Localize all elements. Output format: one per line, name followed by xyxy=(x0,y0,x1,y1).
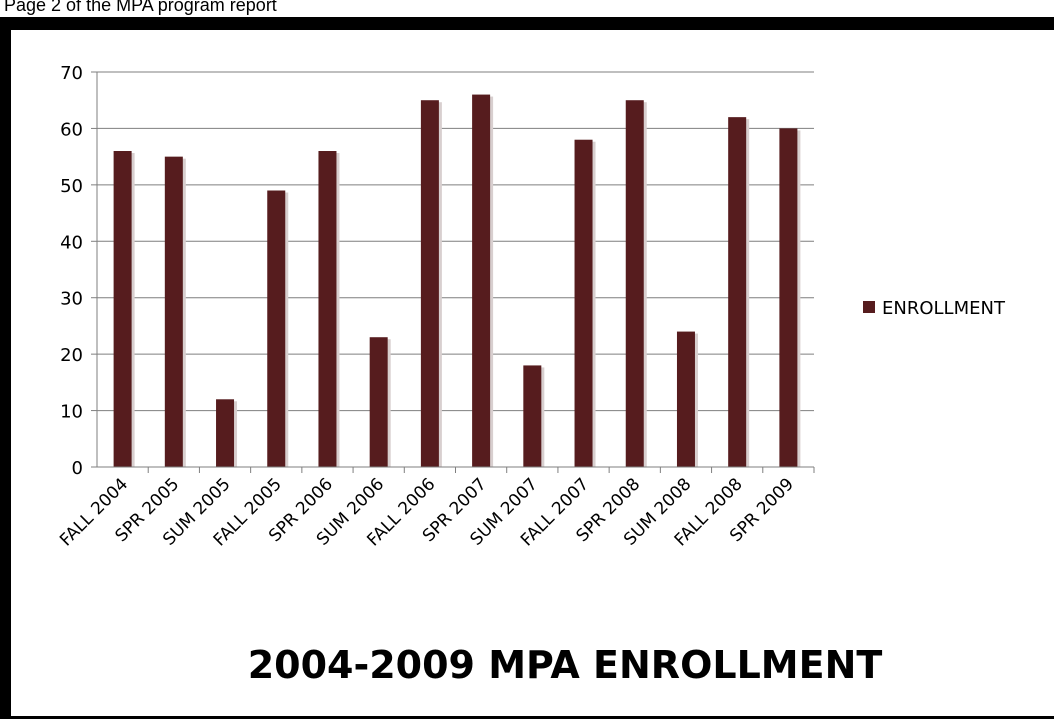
y-tick-label: 20 xyxy=(60,345,83,366)
bars xyxy=(113,94,801,468)
bar-sum-2005 xyxy=(216,399,235,467)
chart-area: 0 10 20 30 40 50 60 70 FALL 2004 SPR 2005 SUM 200… xyxy=(11,30,1054,716)
axes xyxy=(91,71,815,473)
y-tick-label: 10 xyxy=(60,402,83,423)
bar-sum-2007 xyxy=(523,365,542,467)
y-tick-label: 40 xyxy=(60,232,83,253)
legend-label: ENROLLMENT xyxy=(882,298,1006,319)
top-caption: Page 2 of the MPA program report xyxy=(4,0,277,15)
bar-sum-2008 xyxy=(676,331,695,467)
legend-swatch xyxy=(863,301,875,313)
bar-fall-2008 xyxy=(728,117,747,468)
bar-fall-2005 xyxy=(267,190,286,467)
chart-title: 2004-2009 MPA ENROLLMENT xyxy=(248,643,883,687)
bar-spr-2009 xyxy=(779,128,798,467)
y-tick-label: 0 xyxy=(72,458,83,479)
bar-spr-2005 xyxy=(164,156,183,467)
y-tick-label: 70 xyxy=(60,63,83,84)
bar-fall-2007 xyxy=(574,139,593,467)
bar-fall-2004 xyxy=(113,151,132,467)
bar-spr-2006 xyxy=(318,151,337,467)
y-tick-labels: 0 10 20 30 40 50 60 70 xyxy=(60,63,83,479)
legend[interactable]: ENROLLMENT xyxy=(863,298,1006,319)
y-tick-label: 60 xyxy=(60,119,83,140)
bar-fall-2006 xyxy=(420,100,439,467)
y-tick-label: 50 xyxy=(60,176,83,197)
y-tick-label: 30 xyxy=(60,289,83,310)
bar-spr-2008 xyxy=(625,100,644,467)
bar-spr-2007 xyxy=(472,94,491,468)
grid-lines xyxy=(97,71,814,412)
bar-sum-2006 xyxy=(369,337,388,467)
